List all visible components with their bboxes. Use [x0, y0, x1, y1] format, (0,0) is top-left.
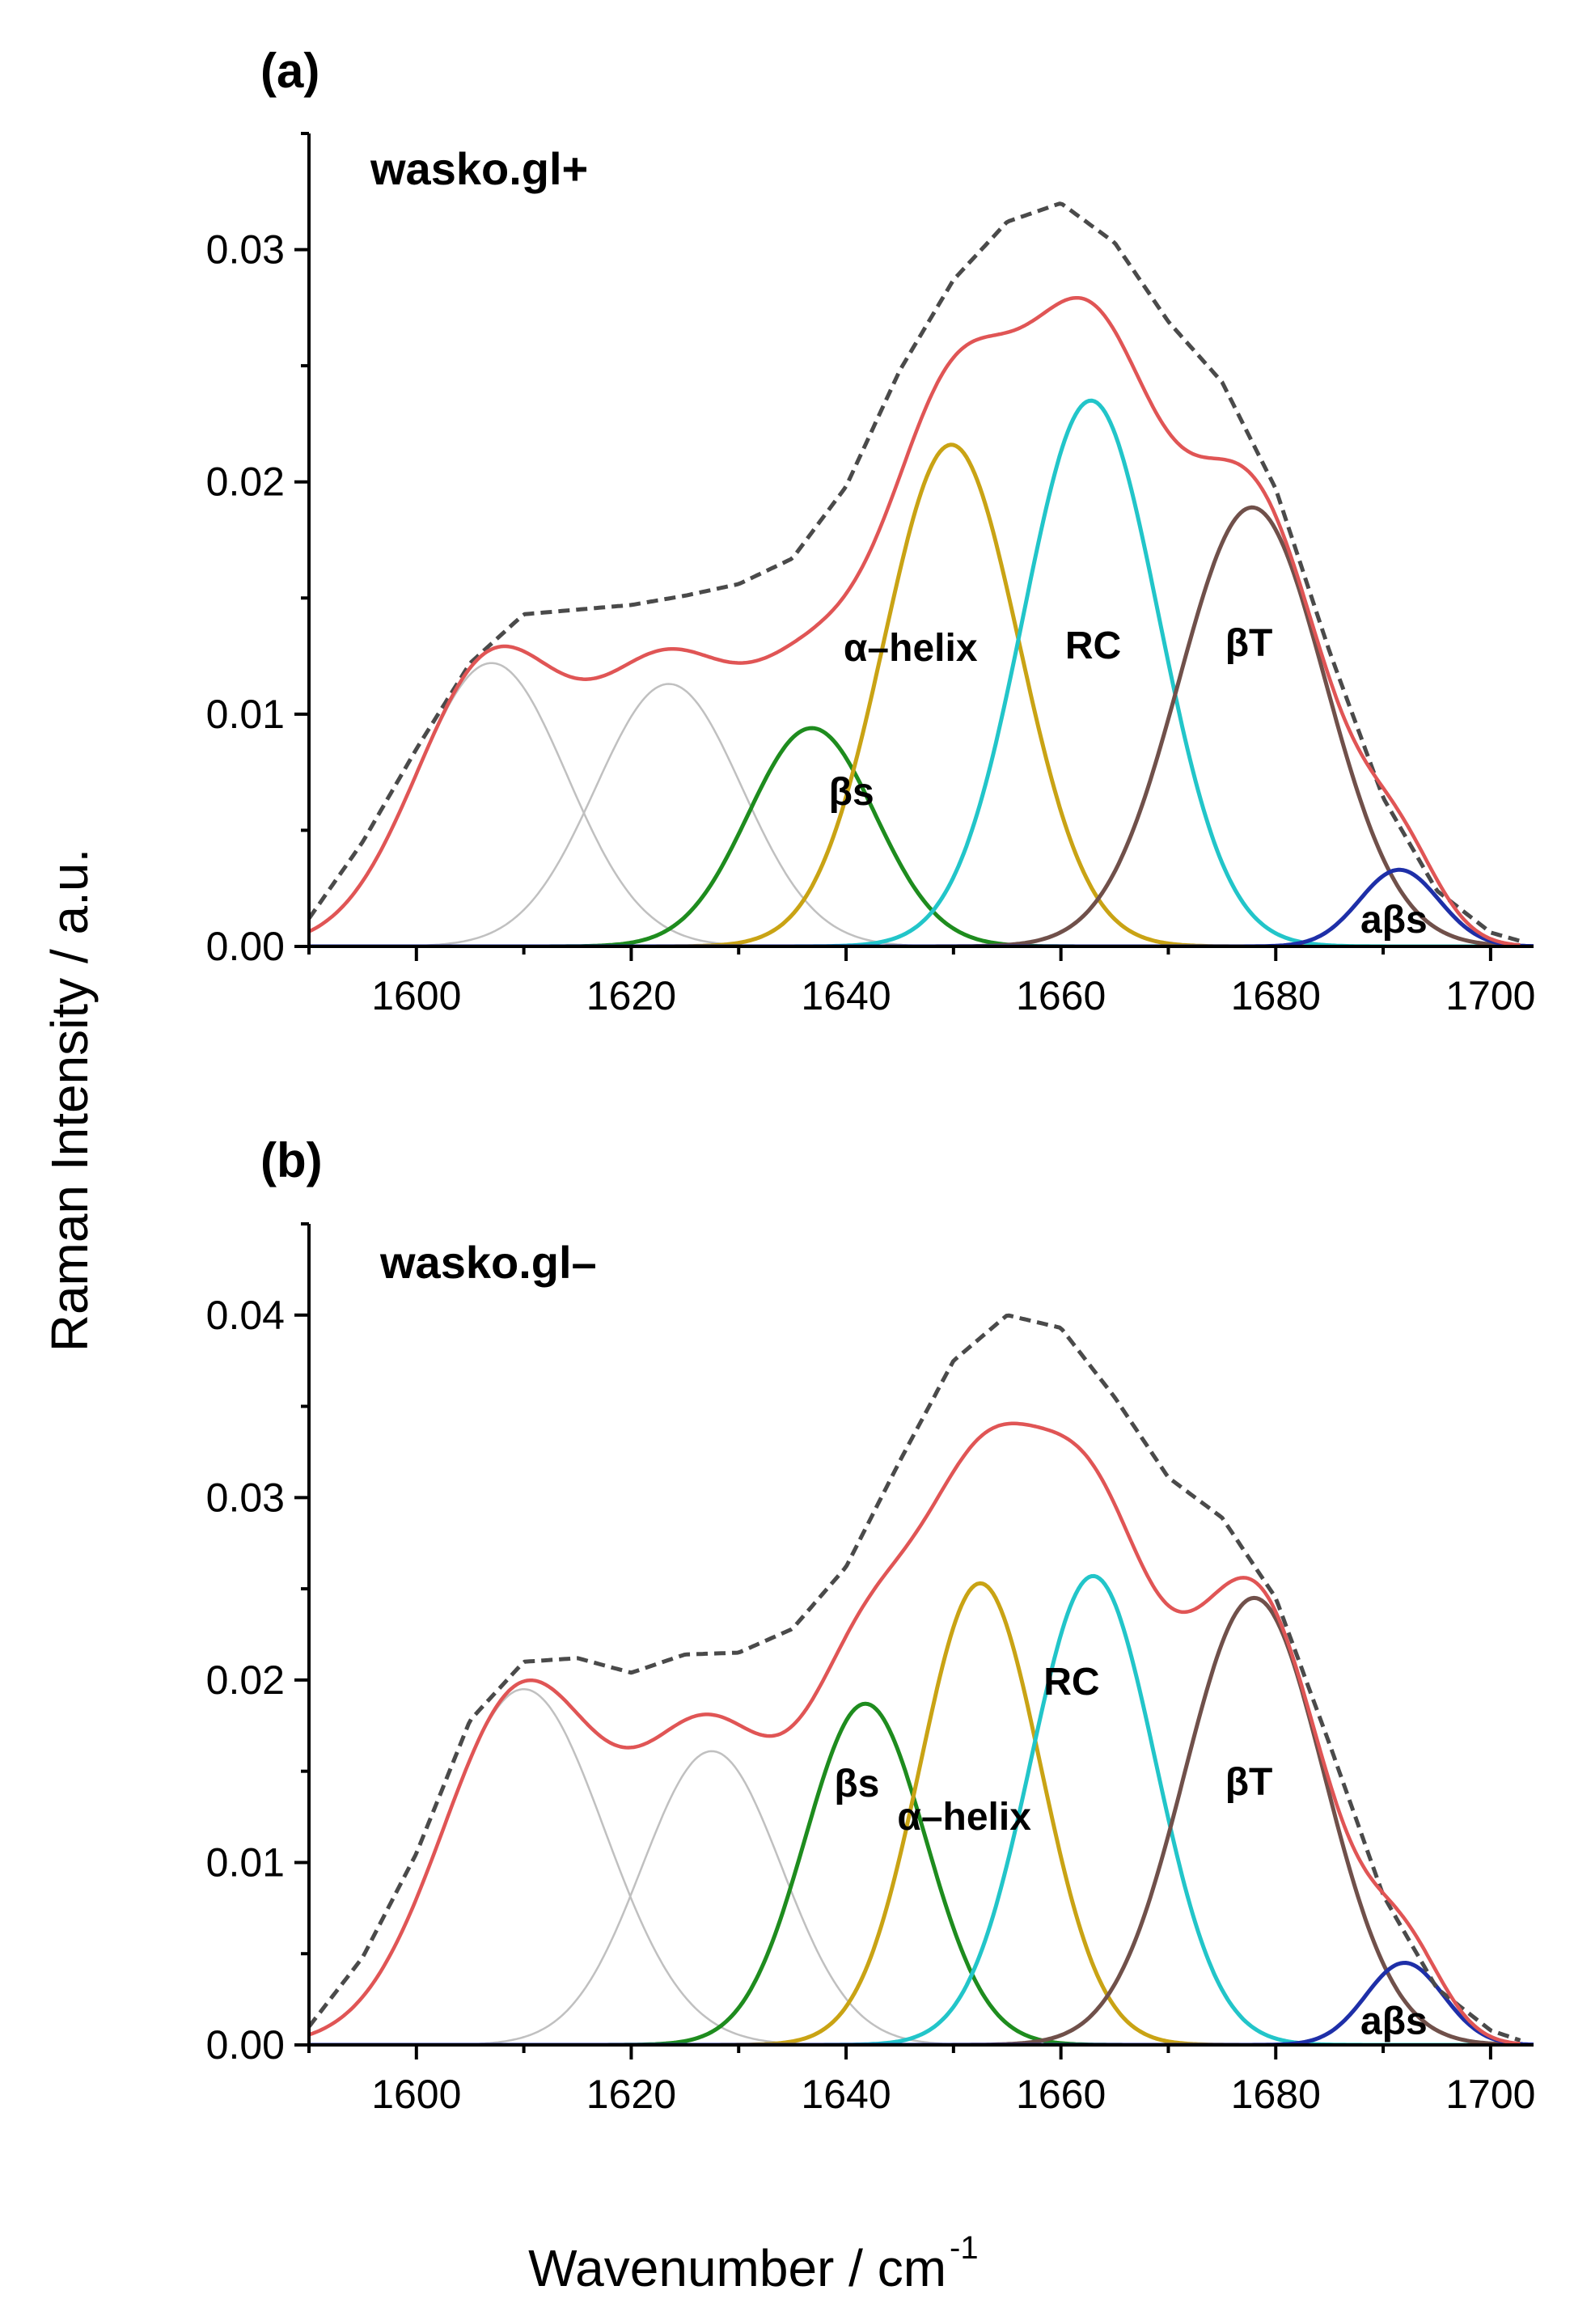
component-curve-band-1610	[309, 1687, 1534, 2045]
measured-spectrum-line	[309, 201, 1521, 943]
component-curve-band-1623	[309, 683, 1534, 946]
x-axis-title: Wavenumber / cm	[528, 2239, 946, 2297]
y-tick-label: 0.01	[206, 692, 285, 737]
component-curve-abetas	[309, 1961, 1534, 2045]
x-tick-label: 1700	[1445, 2072, 1535, 2117]
x-tick-label: 1640	[801, 973, 891, 1018]
x-tick-label: 1660	[1016, 2072, 1106, 2117]
panel-label: (b)	[260, 1133, 323, 1187]
x-tick-label: 1680	[1231, 973, 1321, 1018]
component-curve-betat	[309, 1595, 1534, 2045]
cumulative-fit-line	[309, 295, 1521, 946]
x-tick-label: 1620	[586, 973, 676, 1018]
y-tick-label: 0.01	[206, 1839, 285, 1885]
component-curve-band-1607	[309, 662, 1534, 946]
panel-a: (a) wasko.gl+ 1600 1620 1640 1660 1680 1700 0.00…	[206, 44, 1536, 1018]
x-tick-label: 1600	[371, 973, 461, 1018]
component-curve-alpha-helix	[309, 442, 1534, 946]
x-tick-label: 1660	[1016, 973, 1106, 1018]
y-tick-label: 0.00	[206, 924, 285, 969]
plot-area	[309, 201, 1534, 946]
x-tick-label: 1600	[371, 2072, 461, 2117]
peak-label-rc: RC	[1043, 1661, 1099, 1704]
component-curve-betas	[309, 726, 1534, 946]
peak-label-abetas: aβs	[1360, 899, 1428, 942]
y-tick-label: 0.02	[206, 459, 285, 505]
y-tick-label: 0.03	[206, 227, 285, 273]
plot-area	[309, 1313, 1534, 2045]
y-tick-label: 0.04	[206, 1293, 285, 1338]
sample-title: wasko.gl–	[379, 1237, 597, 1288]
panel-b: (b) wasko.gl– 1600 1620 1640 1660 1680 1700 0.00…	[206, 1133, 1536, 2117]
peak-label-rc: RC	[1065, 624, 1121, 667]
cumulative-fit-line	[309, 1421, 1521, 2045]
y-tick-label: 0.03	[206, 1475, 285, 1520]
y-tick-label: 0.00	[206, 2022, 285, 2068]
sample-title: wasko.gl+	[370, 143, 588, 194]
x-axis-title-superscript: -1	[950, 2230, 979, 2266]
peak-label-alpha-helix: α–helix	[844, 627, 978, 670]
component-curve-betas	[309, 1701, 1534, 2045]
y-axis-title: Raman Intensity / a.u.	[40, 849, 99, 1352]
peak-label-betat: βT	[1225, 1761, 1273, 1804]
y-tick-label: 0.02	[206, 1657, 285, 1703]
peak-label-betas: βs	[834, 1763, 879, 1805]
component-curve-abetas	[309, 867, 1534, 946]
x-tick-label: 1640	[801, 2072, 891, 2117]
panel-label: (a)	[260, 44, 319, 98]
peak-label-betas: βs	[829, 771, 874, 814]
component-curve-band-1627	[309, 1750, 1534, 2045]
component-curve-betat	[309, 505, 1534, 946]
x-tick-label: 1620	[586, 2072, 676, 2117]
component-curve-alpha-helix	[309, 1581, 1534, 2045]
peak-label-betat: βT	[1225, 622, 1273, 665]
peak-label-alpha-helix: α–helix	[897, 1796, 1031, 1839]
x-tick-label: 1700	[1445, 973, 1535, 1018]
component-curve-rc	[309, 398, 1534, 946]
peak-label-abetas: aβs	[1360, 2000, 1428, 2042]
measured-spectrum-line	[309, 1313, 1521, 2042]
x-tick-label: 1680	[1231, 2072, 1321, 2117]
